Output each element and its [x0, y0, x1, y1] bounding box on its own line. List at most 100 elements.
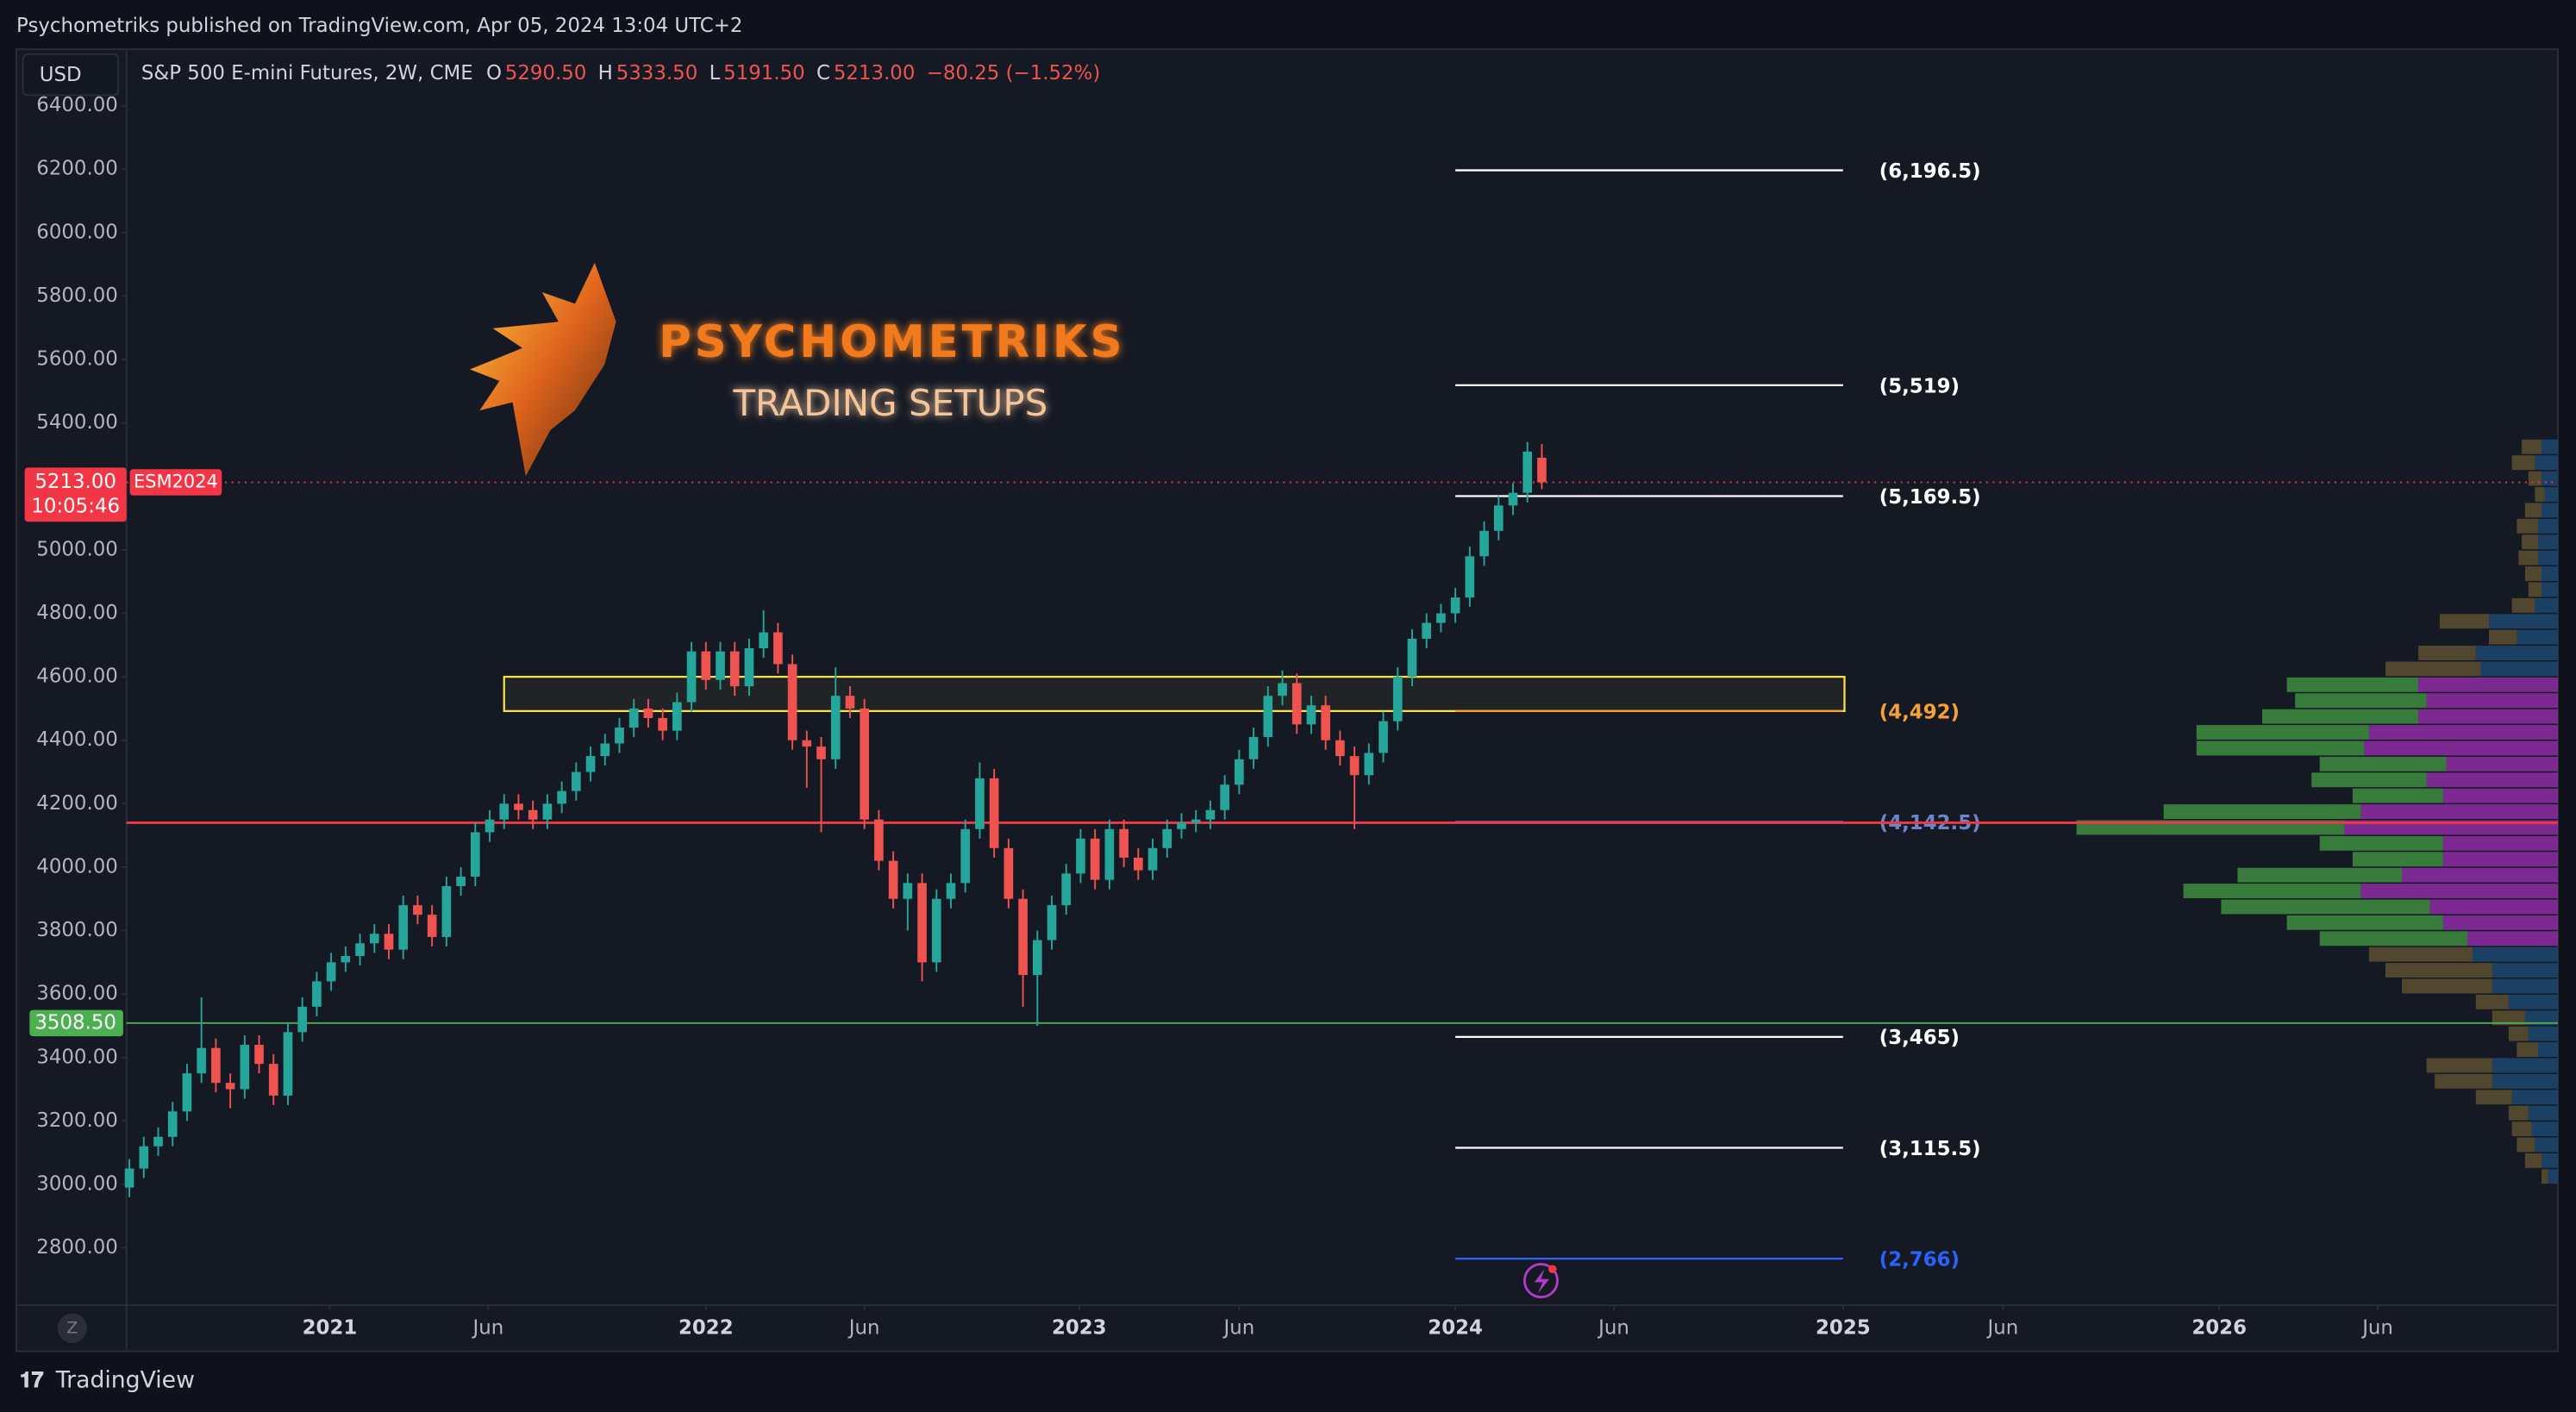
candle-body — [1032, 940, 1042, 976]
candle-body — [312, 981, 322, 1007]
volume-up — [2426, 1058, 2492, 1073]
z-button[interactable] — [57, 1313, 87, 1344]
volume-down — [2541, 503, 2559, 518]
candle-body — [787, 664, 797, 740]
candle-body — [759, 632, 768, 648]
candle-body — [1422, 622, 1432, 639]
volume-up — [2286, 915, 2443, 930]
candle-body — [470, 832, 480, 877]
y-tick-label: 4200.00 — [36, 792, 118, 815]
candle-body — [571, 772, 581, 791]
candle-body — [1162, 828, 1172, 848]
brand: TradingView — [55, 1366, 195, 1393]
volume-down — [2360, 804, 2559, 819]
volume-down — [2548, 1169, 2559, 1184]
volume-down — [2535, 1137, 2559, 1153]
currency[interactable]: USD — [40, 64, 82, 86]
volume-down — [2538, 550, 2559, 565]
volume-up — [2522, 534, 2539, 550]
candle-body — [528, 809, 538, 820]
volume-up — [2528, 582, 2542, 597]
volume-up — [2319, 835, 2443, 851]
level-label: (3,465) — [1879, 1027, 1960, 1049]
y-tick-label: 3400.00 — [36, 1046, 118, 1068]
volume-down — [2442, 915, 2559, 930]
volume-down — [2446, 756, 2559, 772]
candle-body — [931, 898, 941, 963]
candle-body — [254, 1045, 264, 1065]
candle-body — [441, 886, 452, 937]
x-tick-label: 2025 — [1816, 1316, 1871, 1339]
candle-body — [917, 883, 927, 963]
candle-body — [557, 790, 566, 804]
candle-body — [860, 708, 870, 820]
candle-body — [1278, 683, 1287, 697]
candle-body — [1465, 556, 1475, 598]
x-tick-label: Jun — [1222, 1316, 1254, 1339]
candle-body — [398, 905, 409, 950]
volume-down — [2475, 646, 2559, 660]
candle-body — [903, 883, 913, 899]
event-bolt — [1534, 1269, 1549, 1294]
candle-body — [1522, 451, 1533, 493]
currency-button[interactable] — [22, 53, 120, 97]
volume-down — [2492, 1073, 2559, 1089]
candle-body — [514, 803, 523, 810]
level-label: (2,766) — [1879, 1249, 1960, 1271]
candle-body — [628, 708, 639, 728]
support-badge — [29, 1009, 123, 1037]
volume-down — [2429, 899, 2559, 915]
volume-down — [2489, 614, 2559, 629]
volume-down — [2541, 1153, 2559, 1168]
volume-down — [2418, 677, 2559, 692]
volume-up — [2402, 978, 2492, 994]
candle-body — [225, 1083, 235, 1090]
volume-down — [2528, 1105, 2559, 1121]
legend-key: H — [598, 62, 613, 84]
volume-down — [2492, 1058, 2559, 1073]
event-dot — [1548, 1265, 1557, 1274]
volume-down — [2538, 518, 2559, 534]
volume-up — [2196, 725, 2369, 740]
candle-body — [542, 803, 553, 820]
volume-up — [2163, 804, 2361, 819]
candle-body — [1147, 847, 1158, 871]
z-label[interactable]: Z — [66, 1318, 78, 1337]
volume-down — [2364, 740, 2559, 756]
level-label: (6,196.5) — [1879, 160, 1981, 183]
candle-body — [716, 651, 725, 680]
legend-value: 5290.50 — [505, 62, 587, 84]
candle-body — [1220, 784, 1229, 810]
volume-down — [2492, 963, 2559, 978]
x-tick-label: 2026 — [2191, 1316, 2247, 1339]
candle-body — [197, 1047, 207, 1074]
candle-body — [1047, 905, 1057, 940]
volume-down — [2541, 471, 2559, 486]
candle-body — [499, 803, 510, 820]
volume-up — [2511, 597, 2535, 613]
candle-body — [1090, 838, 1100, 880]
volume-up — [2368, 947, 2473, 962]
x-tick-label: 2023 — [1052, 1316, 1107, 1339]
y-tick-label: 4600.00 — [36, 665, 118, 688]
volume-down — [2426, 693, 2559, 709]
event-icon[interactable] — [1522, 1263, 1559, 1299]
volume-up — [2541, 1169, 2548, 1184]
legend-value: 5213.00 — [834, 62, 916, 84]
candle-body — [1537, 457, 1547, 483]
candle-body — [1291, 683, 1302, 725]
volume-down — [2467, 931, 2559, 947]
candle-body — [139, 1146, 149, 1169]
publisher: Psychometriks published on TradingView.c… — [16, 15, 742, 37]
candle-body — [672, 702, 682, 731]
candle-body — [960, 828, 971, 884]
candle-body — [1392, 677, 1403, 722]
volume-up — [2311, 772, 2427, 788]
x-tick-label: 2024 — [1428, 1316, 1483, 1339]
volume-up — [2352, 852, 2443, 867]
volume-down — [2517, 629, 2559, 645]
y-tick-label: 2800.00 — [36, 1236, 118, 1259]
candle-body — [830, 696, 841, 759]
candle-body — [485, 819, 495, 833]
candle-body — [989, 778, 999, 848]
